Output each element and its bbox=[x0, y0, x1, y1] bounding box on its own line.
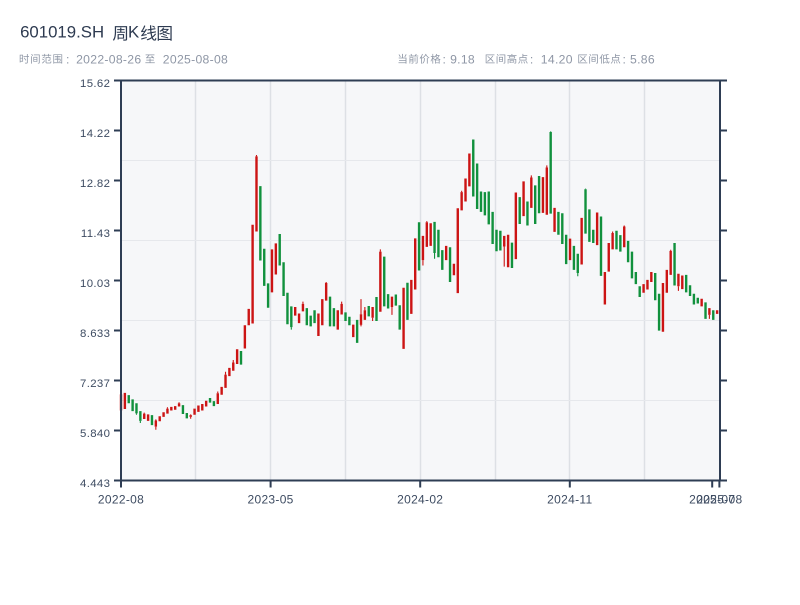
svg-text:2024-02: 2024-02 bbox=[397, 492, 443, 506]
svg-text::: : bbox=[530, 52, 533, 66]
svg-text:4.443: 4.443 bbox=[80, 478, 110, 490]
svg-text:2024-11: 2024-11 bbox=[547, 492, 592, 506]
svg-text:5.840: 5.840 bbox=[80, 428, 110, 440]
svg-text:8.633: 8.633 bbox=[80, 328, 110, 340]
svg-text::: : bbox=[443, 52, 446, 66]
svg-text::: : bbox=[66, 52, 69, 66]
svg-text:2023-05: 2023-05 bbox=[248, 492, 294, 506]
svg-text:K: K bbox=[128, 23, 139, 42]
svg-text:2025-08: 2025-08 bbox=[696, 492, 742, 506]
svg-text:5.86: 5.86 bbox=[630, 52, 655, 66]
svg-text:11.43: 11.43 bbox=[81, 228, 110, 240]
svg-text:10.03: 10.03 bbox=[80, 278, 110, 290]
svg-text::: : bbox=[623, 52, 626, 66]
svg-text:2022-08-26: 2022-08-26 bbox=[76, 52, 141, 66]
svg-text:15.62: 15.62 bbox=[80, 78, 110, 90]
svg-text:7.237: 7.237 bbox=[80, 378, 110, 390]
svg-text:14.20: 14.20 bbox=[541, 52, 573, 66]
svg-text:2025-08-08: 2025-08-08 bbox=[163, 52, 228, 66]
svg-text:9.18: 9.18 bbox=[450, 52, 475, 66]
svg-text:12.82: 12.82 bbox=[80, 178, 110, 190]
svg-text:2025-07: 2025-07 bbox=[689, 492, 735, 506]
svg-text:14.22: 14.22 bbox=[80, 128, 110, 140]
svg-text:601019.SH: 601019.SH bbox=[20, 23, 104, 42]
svg-text:2022-08: 2022-08 bbox=[98, 492, 144, 506]
